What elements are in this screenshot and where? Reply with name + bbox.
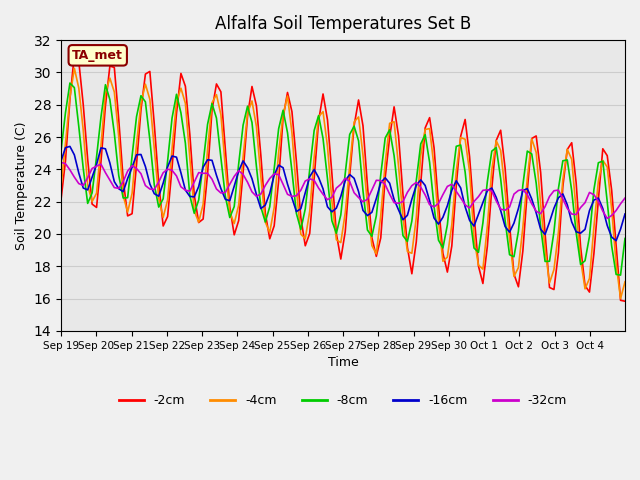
-2cm bbox=[70, 52, 78, 58]
-2cm bbox=[270, 223, 278, 228]
-8cm bbox=[621, 236, 629, 241]
-16cm bbox=[599, 205, 607, 211]
-16cm bbox=[66, 144, 74, 149]
-4cm bbox=[355, 114, 362, 120]
Line: -32cm: -32cm bbox=[61, 162, 625, 218]
-8cm bbox=[617, 272, 625, 278]
-4cm bbox=[599, 157, 607, 163]
-2cm bbox=[546, 285, 554, 290]
-8cm bbox=[270, 166, 278, 172]
-4cm bbox=[70, 65, 78, 71]
-16cm bbox=[621, 211, 629, 217]
-2cm bbox=[57, 197, 65, 203]
Y-axis label: Soil Temperature (C): Soil Temperature (C) bbox=[15, 121, 28, 250]
-4cm bbox=[270, 204, 278, 210]
-32cm bbox=[621, 195, 629, 201]
Text: TA_met: TA_met bbox=[72, 49, 123, 62]
-8cm bbox=[66, 80, 74, 86]
Legend: -2cm, -4cm, -8cm, -16cm, -32cm: -2cm, -4cm, -8cm, -16cm, -32cm bbox=[114, 389, 572, 412]
Line: -2cm: -2cm bbox=[61, 55, 625, 301]
-16cm bbox=[546, 219, 554, 225]
-16cm bbox=[57, 158, 65, 164]
-4cm bbox=[57, 184, 65, 190]
-16cm bbox=[199, 164, 207, 170]
-4cm bbox=[617, 296, 625, 301]
-8cm bbox=[355, 138, 362, 144]
-32cm bbox=[595, 198, 602, 204]
-32cm bbox=[266, 176, 273, 181]
-16cm bbox=[612, 238, 620, 243]
-4cm bbox=[199, 202, 207, 207]
-2cm bbox=[355, 97, 362, 103]
-16cm bbox=[355, 189, 362, 194]
Line: -16cm: -16cm bbox=[61, 146, 625, 240]
-2cm bbox=[292, 158, 300, 164]
-16cm bbox=[292, 209, 300, 215]
-8cm bbox=[599, 158, 607, 164]
-32cm bbox=[541, 204, 549, 210]
-16cm bbox=[270, 172, 278, 178]
Title: Alfalfa Soil Temperatures Set B: Alfalfa Soil Temperatures Set B bbox=[215, 15, 471, 33]
-32cm bbox=[288, 193, 296, 199]
-32cm bbox=[350, 190, 358, 196]
-8cm bbox=[57, 148, 65, 154]
-8cm bbox=[199, 160, 207, 166]
-4cm bbox=[621, 279, 629, 285]
-2cm bbox=[199, 216, 207, 222]
-8cm bbox=[546, 258, 554, 264]
-2cm bbox=[621, 299, 629, 304]
Line: -8cm: -8cm bbox=[61, 83, 625, 275]
-32cm bbox=[57, 159, 65, 165]
-32cm bbox=[604, 216, 611, 221]
-2cm bbox=[599, 146, 607, 152]
-32cm bbox=[195, 170, 202, 176]
-4cm bbox=[292, 187, 300, 192]
Line: -4cm: -4cm bbox=[61, 68, 625, 299]
X-axis label: Time: Time bbox=[328, 356, 358, 369]
-4cm bbox=[546, 280, 554, 286]
-8cm bbox=[292, 211, 300, 216]
